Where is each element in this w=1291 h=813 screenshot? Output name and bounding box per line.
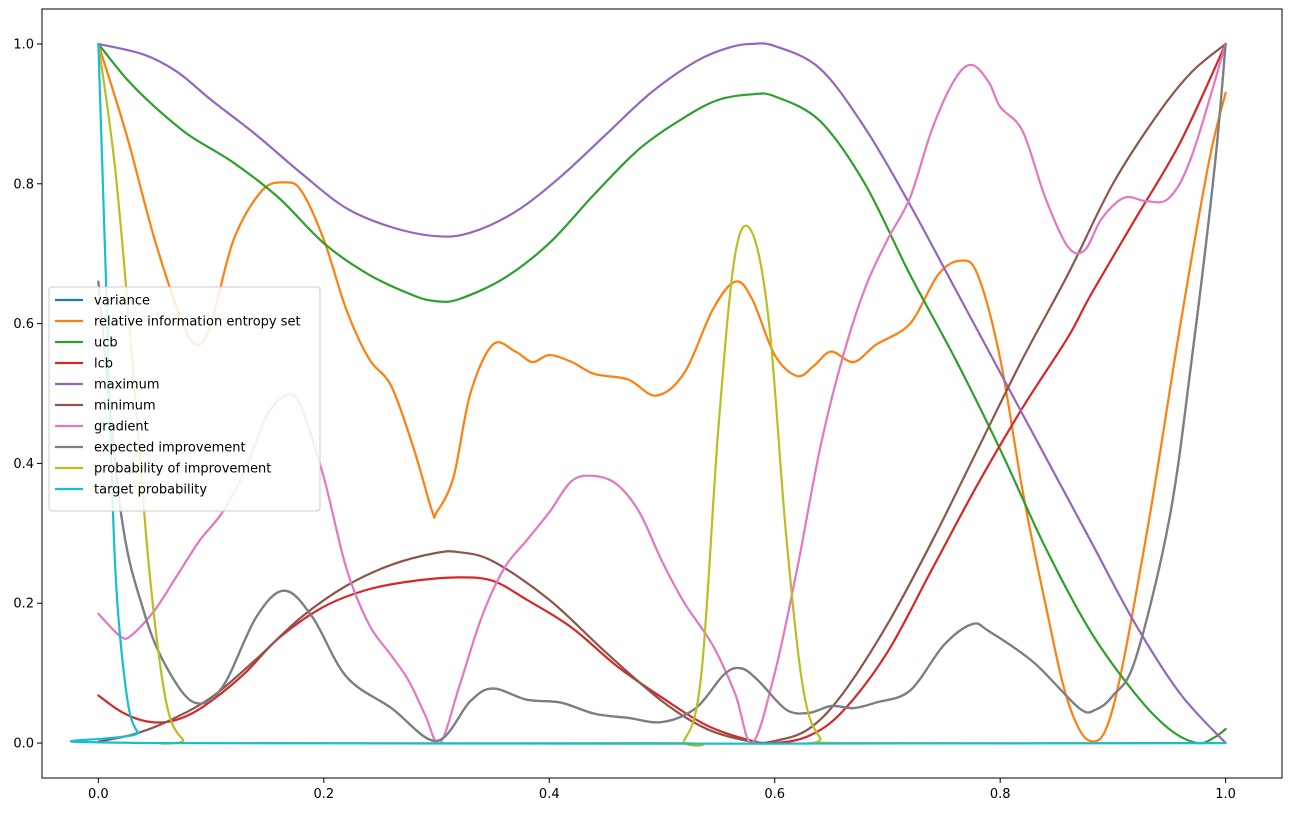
y-tick-label: 1.0 xyxy=(13,37,34,52)
legend-label-variance: variance xyxy=(94,294,150,309)
series-line-expected-improvement xyxy=(97,42,1227,743)
y-tick-label: 0.8 xyxy=(13,177,34,192)
legend-label-relative-information-entropy-set: relative information entropy set xyxy=(94,315,301,330)
legend-box xyxy=(48,286,321,512)
series-line-relative-information-entropy-set xyxy=(97,42,1227,743)
y-tick-label: 0.2 xyxy=(13,597,34,612)
legend-label-expected-improvement: expected improvement xyxy=(94,441,246,456)
y-tick-label: 0.0 xyxy=(13,737,34,752)
series-line-minimum xyxy=(97,42,1227,744)
y-tick-label: 0.4 xyxy=(13,457,34,472)
x-tick-label: 0.4 xyxy=(539,787,560,802)
axes-layer: 0.0 0.2 0.4 0.6 0.8 1.0 0.0 0.2 0.4 0.6 0.8 1.0 xyxy=(13,8,1283,802)
legend-label-ucb: ucb xyxy=(94,336,118,351)
y-tick-label: 0.6 xyxy=(13,317,34,332)
x-tick-label: 0.6 xyxy=(764,787,785,802)
series-layer xyxy=(69,42,1227,747)
x-tick-label: 0.2 xyxy=(313,787,334,802)
series-line-maximum xyxy=(97,42,1227,745)
legend-label-maximum: maximum xyxy=(94,378,160,393)
legend-label-probability-of-improvement: probability of improvement xyxy=(94,462,271,477)
x-tick-label: 1.0 xyxy=(1215,787,1236,802)
axes-frame xyxy=(41,8,1283,779)
series-line-lcb xyxy=(97,42,1227,745)
x-tick-label: 0.0 xyxy=(88,787,109,802)
legend-label-gradient: gradient xyxy=(94,420,149,435)
series-line-ucb xyxy=(97,42,1227,745)
legend-label-minimum: minimum xyxy=(94,399,156,414)
legend-label-target-probability: target probability xyxy=(94,483,207,498)
legend: variance relative information entropy set… xyxy=(48,286,321,512)
series-line-probability-of-improvement xyxy=(97,42,1227,747)
legend-label-lcb: lcb xyxy=(94,357,113,372)
x-tick-label: 0.8 xyxy=(990,787,1011,802)
